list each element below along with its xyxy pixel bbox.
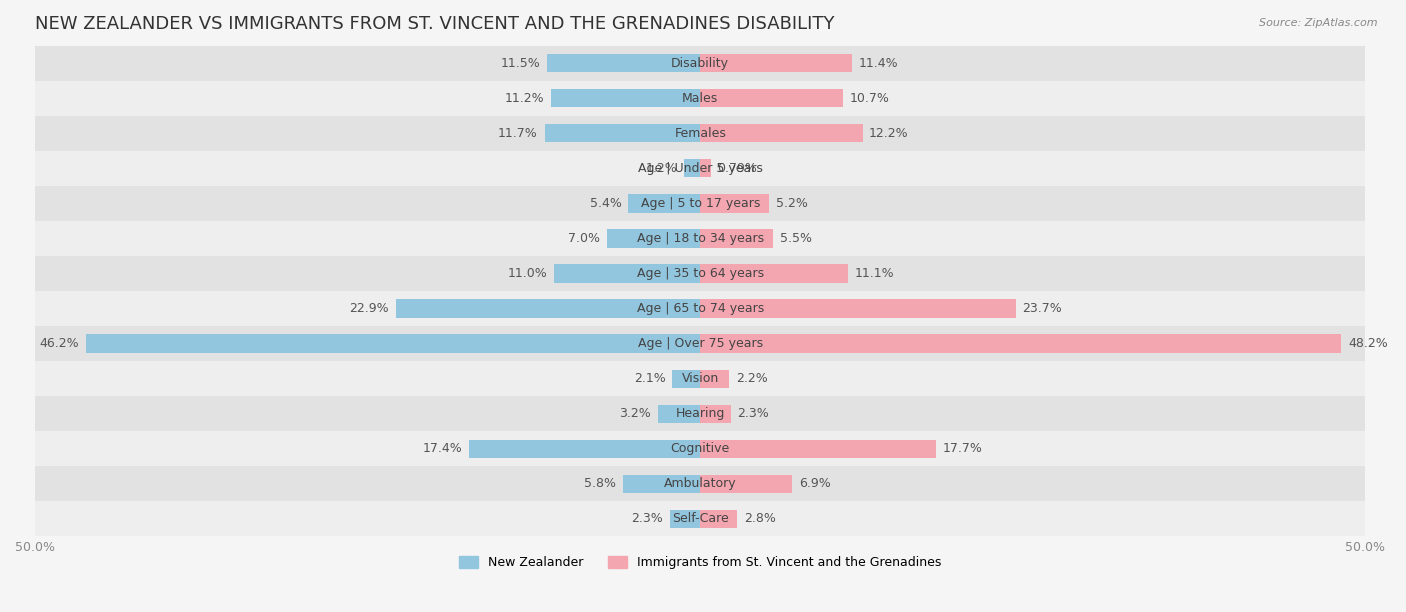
- Text: 11.2%: 11.2%: [505, 92, 544, 105]
- Text: 48.2%: 48.2%: [1348, 337, 1388, 350]
- Text: Age | Under 5 years: Age | Under 5 years: [638, 162, 762, 175]
- Text: Source: ZipAtlas.com: Source: ZipAtlas.com: [1260, 18, 1378, 28]
- Bar: [35, 186, 1365, 221]
- Text: 2.2%: 2.2%: [737, 372, 768, 385]
- Bar: [700, 194, 769, 212]
- Text: 17.4%: 17.4%: [422, 442, 463, 455]
- Text: 11.0%: 11.0%: [508, 267, 547, 280]
- Text: 23.7%: 23.7%: [1022, 302, 1062, 315]
- Bar: [551, 89, 700, 107]
- Bar: [35, 466, 1365, 501]
- Text: 11.7%: 11.7%: [498, 127, 538, 140]
- Bar: [35, 256, 1365, 291]
- Text: Disability: Disability: [671, 57, 730, 70]
- Bar: [554, 264, 700, 283]
- Text: 3.2%: 3.2%: [619, 407, 651, 420]
- Bar: [623, 475, 700, 493]
- Bar: [607, 230, 700, 247]
- Text: NEW ZEALANDER VS IMMIGRANTS FROM ST. VINCENT AND THE GRENADINES DISABILITY: NEW ZEALANDER VS IMMIGRANTS FROM ST. VIN…: [35, 15, 835, 33]
- Bar: [700, 510, 738, 528]
- Bar: [395, 299, 700, 318]
- Text: 5.4%: 5.4%: [591, 197, 621, 210]
- Text: Females: Females: [675, 127, 725, 140]
- Text: Age | Over 75 years: Age | Over 75 years: [638, 337, 763, 350]
- Bar: [468, 439, 700, 458]
- Text: 1.2%: 1.2%: [645, 162, 678, 175]
- Text: 2.3%: 2.3%: [738, 407, 769, 420]
- Text: 46.2%: 46.2%: [39, 337, 79, 350]
- Text: Self-Care: Self-Care: [672, 512, 728, 525]
- Bar: [658, 405, 700, 423]
- Bar: [700, 124, 862, 143]
- Bar: [35, 221, 1365, 256]
- Text: 11.4%: 11.4%: [859, 57, 898, 70]
- Bar: [628, 194, 700, 212]
- Bar: [547, 54, 700, 72]
- Text: 22.9%: 22.9%: [349, 302, 389, 315]
- Bar: [35, 361, 1365, 396]
- Bar: [700, 230, 773, 247]
- Bar: [672, 370, 700, 388]
- Bar: [700, 335, 1341, 353]
- Bar: [35, 116, 1365, 151]
- Text: 11.5%: 11.5%: [501, 57, 540, 70]
- Bar: [35, 151, 1365, 186]
- Text: 7.0%: 7.0%: [568, 232, 600, 245]
- Text: 0.79%: 0.79%: [717, 162, 758, 175]
- Text: Males: Males: [682, 92, 718, 105]
- Text: 5.5%: 5.5%: [780, 232, 813, 245]
- Bar: [35, 291, 1365, 326]
- Text: 2.8%: 2.8%: [744, 512, 776, 525]
- Text: 12.2%: 12.2%: [869, 127, 908, 140]
- Text: 5.2%: 5.2%: [776, 197, 808, 210]
- Bar: [35, 326, 1365, 361]
- Text: Age | 65 to 74 years: Age | 65 to 74 years: [637, 302, 763, 315]
- Text: Cognitive: Cognitive: [671, 442, 730, 455]
- Text: 5.8%: 5.8%: [585, 477, 616, 490]
- Bar: [685, 159, 700, 177]
- Bar: [700, 370, 730, 388]
- Text: Ambulatory: Ambulatory: [664, 477, 737, 490]
- Bar: [700, 439, 935, 458]
- Text: 2.1%: 2.1%: [634, 372, 665, 385]
- Bar: [700, 405, 731, 423]
- Legend: New Zealander, Immigrants from St. Vincent and the Grenadines: New Zealander, Immigrants from St. Vince…: [454, 551, 946, 574]
- Bar: [35, 396, 1365, 431]
- Text: 10.7%: 10.7%: [849, 92, 889, 105]
- Text: Age | 5 to 17 years: Age | 5 to 17 years: [641, 197, 759, 210]
- Text: Age | 18 to 34 years: Age | 18 to 34 years: [637, 232, 763, 245]
- Bar: [544, 124, 700, 143]
- Text: Age | 35 to 64 years: Age | 35 to 64 years: [637, 267, 763, 280]
- Bar: [35, 81, 1365, 116]
- Bar: [669, 510, 700, 528]
- Bar: [86, 335, 700, 353]
- Text: 17.7%: 17.7%: [942, 442, 983, 455]
- Bar: [700, 264, 848, 283]
- Bar: [700, 89, 842, 107]
- Bar: [35, 431, 1365, 466]
- Bar: [700, 159, 710, 177]
- Text: Hearing: Hearing: [675, 407, 725, 420]
- Text: 2.3%: 2.3%: [631, 512, 664, 525]
- Bar: [700, 54, 852, 72]
- Text: 6.9%: 6.9%: [799, 477, 831, 490]
- Bar: [35, 501, 1365, 536]
- Bar: [700, 475, 792, 493]
- Text: Vision: Vision: [682, 372, 718, 385]
- Text: 11.1%: 11.1%: [855, 267, 894, 280]
- Bar: [700, 299, 1015, 318]
- Bar: [35, 46, 1365, 81]
